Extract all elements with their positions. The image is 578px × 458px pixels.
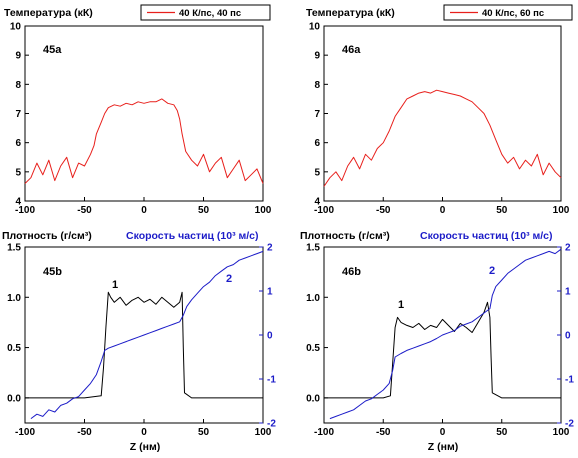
panel-45a-legend-label: 40 К/пс, 40 пс — [179, 8, 241, 19]
panel-46b-right-axis-title: Скорость частиц (10³ м/с) — [420, 230, 553, 242]
panel-45a-x-tick-label: -50 — [77, 205, 92, 216]
panel-46a-y-tick-label: 8 — [314, 80, 320, 91]
panel-46a-y-tick-label: 7 — [314, 109, 320, 120]
panel-46b-y-right-tick-label: 0 — [565, 331, 571, 342]
panel-46b-series-1-label: 1 — [398, 299, 404, 311]
panel-46a-series-1-line — [323, 89, 562, 187]
panel-45a-title: Температура (кК) — [4, 7, 93, 19]
panel-45b-x-axis-title: Z (нм) — [130, 441, 160, 453]
panel-46b-x-tick-label: -50 — [376, 427, 391, 438]
panel-45b-label: 45b — [43, 266, 62, 278]
panel-46a: Температура (кК) 40 К/пс, 60 пс 46a -100… — [306, 4, 573, 216]
panel-45a-legend: 40 К/пс, 40 пс — [140, 4, 271, 21]
panel-46b-y-right-tick-label: -1 — [565, 375, 574, 386]
panel-45b-y-right-tick-label: -1 — [267, 375, 276, 386]
panel-45a-y-tick-label: 8 — [15, 80, 21, 91]
panel-45b-x-tick-label: 50 — [198, 427, 210, 438]
panel-46a-y-tick-label: 9 — [314, 51, 320, 62]
panel-46b-x-tick-label: 0 — [440, 427, 446, 438]
panel-46a-y-tick-label: 10 — [309, 22, 321, 33]
panel-46b-y-tick-label: 1.0 — [306, 293, 320, 304]
panel-45a-label: 45a — [43, 44, 62, 56]
panel-46a-y-tick-label: 6 — [314, 138, 320, 149]
panel-45b-x-tick-label: 100 — [255, 427, 272, 438]
panel-46a-x-tick-label: 0 — [440, 205, 446, 216]
panel-45b-y-right-tick-label: 2 — [267, 243, 273, 254]
panel-45b-x-tick-label: 0 — [141, 427, 147, 438]
panel-45b-x-tick-label: -100 — [15, 427, 35, 438]
panel-45b-y-tick-label: 0.5 — [7, 343, 21, 354]
panel-46a-label: 46a — [342, 44, 361, 56]
panel-45a-y-tick-label: 5 — [15, 167, 21, 178]
panel-46b-x-axis-title: Z (нм) — [428, 441, 458, 453]
panel-46a-x-tick-label: 50 — [496, 205, 508, 216]
panel-45a-x-tick-label: 100 — [255, 205, 272, 216]
panel-45a-series-1-line — [24, 98, 264, 184]
panel-46b: Плотность (г/см³) Скорость частиц (10³ м… — [300, 230, 574, 453]
panel-45b-y-right-tick-label: 1 — [267, 287, 273, 298]
panel-46a-legend-label: 40 К/пс, 60 пс — [482, 8, 544, 19]
panel-46b-series-2-label: 2 — [489, 265, 495, 277]
panel-45a: Температура (кК) 40 К/пс, 40 пс 45a -100… — [4, 4, 272, 216]
panel-46b-y-tick-label: 1.5 — [306, 243, 320, 254]
panel-45a-y-tick-label: 9 — [15, 51, 21, 62]
panel-46b-y-tick-label: 0.5 — [306, 343, 320, 354]
panel-45b-series-2-label: 2 — [226, 273, 232, 285]
panel-45a-y-tick-label: 4 — [15, 197, 21, 208]
panel-46a-legend-box — [443, 4, 573, 21]
panel-46a-y-tick-label: 4 — [314, 197, 320, 208]
panel-46b-series-1-line — [324, 301, 561, 399]
panel-46b-label: 46b — [342, 266, 361, 278]
panel-46b-left-axis-title: Плотность (г/см³) — [300, 230, 390, 242]
panel-45b-y-tick-label: 1.5 — [7, 243, 21, 254]
panel-45b-right-axis-title: Скорость частиц (10³ м/с) — [126, 230, 259, 242]
panel-45a-x-tick-label: 50 — [198, 205, 210, 216]
panel-46b-y-right-tick-label: 1 — [565, 287, 571, 298]
panel-45b-left-axis-title: Плотность (г/см³) — [2, 230, 92, 242]
panel-46b-series-2-line — [329, 248, 562, 420]
panel-46b-x-tick-label: 50 — [496, 427, 508, 438]
panel-45a-x-tick-label: -100 — [15, 205, 35, 216]
panel-45b-x-tick-label: -50 — [77, 427, 92, 438]
panel-46a-x-tick-label: -50 — [376, 205, 391, 216]
panel-45b-series-1-line — [25, 291, 263, 399]
panel-46a-x-tick-label: 100 — [553, 205, 570, 216]
panel-45b-y-tick-label: 0.0 — [7, 393, 21, 404]
panel-45b-series-1-label: 1 — [112, 279, 118, 291]
panel-45a-y-tick-label: 6 — [15, 138, 21, 149]
panel-45b-y-right-tick-label: 0 — [267, 331, 273, 342]
panel-45a-x-tick-label: 0 — [141, 205, 147, 216]
panel-45b-y-right-tick-label: -2 — [267, 419, 276, 430]
panel-46a-x-tick-label: -100 — [314, 205, 334, 216]
panel-45a-legend-box — [140, 4, 271, 21]
panel-46a-legend: 40 К/пс, 60 пс — [443, 4, 573, 21]
panel-46a-y-tick-label: 5 — [314, 167, 320, 178]
panel-45a-y-tick-label: 7 — [15, 109, 21, 120]
panel-45b: Плотность (г/см³) Скорость частиц (10³ м… — [2, 230, 276, 453]
panel-46b-y-right-tick-label: -2 — [565, 419, 574, 430]
panel-46b-x-tick-label: -100 — [314, 427, 334, 438]
panel-45b-y-tick-label: 1.0 — [7, 293, 21, 304]
panel-46b-y-right-tick-label: 2 — [565, 243, 571, 254]
panel-45a-y-tick-label: 10 — [10, 22, 22, 33]
panel-46b-x-tick-label: 100 — [553, 427, 570, 438]
panel-46a-title: Температура (кК) — [306, 7, 395, 19]
panel-46b-y-tick-label: 0.0 — [306, 393, 320, 404]
panel-45b-series-2-line — [30, 250, 264, 420]
